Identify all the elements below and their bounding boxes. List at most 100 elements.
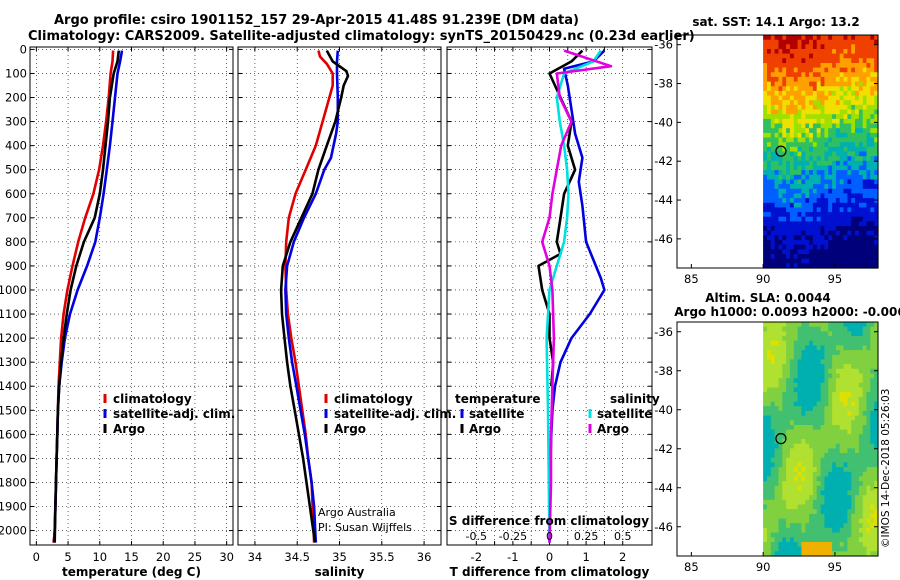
x-tick-label: 35.5 [369, 550, 395, 564]
legend-label: climatology [334, 392, 413, 406]
x-tick-label: 36 [417, 550, 432, 564]
depth-tick-label: 300 [5, 115, 27, 129]
x-tick-label: 35 [332, 550, 347, 564]
map-lon-label: 95 [828, 560, 843, 574]
depth-tick-label: 1400 [0, 379, 27, 393]
argo-position-marker [775, 145, 787, 157]
series-line-t-satellite [548, 49, 606, 543]
sst-map-title: sat. SST: 14.1 Argo: 13.2 [692, 15, 859, 29]
series-line-t-argo [537, 49, 584, 387]
depth-tick-label: 1500 [0, 403, 27, 417]
map-lat-label: -38 [654, 364, 673, 378]
legend-label: Argo [334, 422, 366, 436]
imos-timestamp: ©IMOS 14-Dec-2018 05:26:03 [880, 389, 892, 548]
sst-heatmap-cells [763, 35, 879, 269]
series-line-satellite-adj-clim- [284, 50, 340, 543]
plot-title-line-1: Argo profile: csiro 1901152_157 29-Apr-2… [54, 13, 579, 28]
argo-position-marker [775, 433, 787, 445]
depth-tick-label: 1000 [0, 283, 27, 297]
x-tick-label: -1 [507, 550, 518, 564]
legend-label: climatology [113, 392, 192, 406]
depth-tick-label: 200 [5, 91, 27, 105]
x-tick-label: -2 [471, 550, 482, 564]
depth-tick-label: 1900 [0, 500, 27, 514]
annotation-pi-name: PI: Susan Wijffels [318, 521, 412, 534]
series-line-argo [53, 50, 121, 543]
x-axis-label: T difference from climatology [450, 565, 650, 579]
plot-title-line-2: Climatology: CARS2009. Satellite-adjuste… [28, 29, 695, 44]
x-tick-label: 2 [619, 550, 626, 564]
sla-argo-heights: Argo h1000: 0.0093 h2000: -0.006 [674, 305, 900, 319]
legend-label: Argo [597, 422, 629, 436]
salinity-difference-tick-label: 0.5 [614, 530, 632, 543]
legend-title-salinity: salinity [610, 392, 660, 406]
sla-map-title: Altim. SLA: 0.0044 [705, 291, 831, 305]
depth-tick-label: 1800 [0, 475, 27, 489]
depth-tick-label: 1100 [0, 307, 27, 321]
map-lat-label: -42 [654, 154, 673, 168]
series-line-s-argo [540, 49, 613, 543]
map-lat-label: -36 [654, 38, 673, 52]
map-lat-label: -46 [654, 232, 673, 246]
x-tick-label: 10 [92, 550, 107, 564]
map-lon-label: 90 [756, 272, 771, 286]
depth-tick-label: 400 [5, 139, 27, 153]
legend-label: Argo [113, 422, 145, 436]
depth-tick-label: 700 [5, 211, 27, 225]
x-axis-label: temperature (deg C) [62, 565, 201, 579]
depth-tick-label: 1300 [0, 355, 27, 369]
sla-heatmap-cells [763, 322, 879, 557]
series-line-climatology [52, 50, 115, 543]
map-lat-label: -40 [654, 403, 673, 417]
depth-tick-label: 2000 [0, 524, 27, 538]
map-lon-label: 85 [684, 560, 699, 574]
x-tick-label: 0 [546, 550, 553, 564]
depth-tick-label: 800 [5, 235, 27, 249]
series-line-s-satellite [545, 49, 602, 543]
series-line-satellite-adj-clim- [52, 50, 124, 543]
x-tick-label: 15 [124, 550, 139, 564]
x-tick-label: 34.5 [284, 550, 310, 564]
map-lat-label: -44 [654, 481, 673, 495]
legend-label: Argo [469, 422, 501, 436]
map-frame [676, 321, 879, 557]
legend-title-temperature: temperature [455, 392, 540, 406]
map-lon-label: 90 [756, 560, 771, 574]
depth-tick-label: 1600 [0, 427, 27, 441]
map-lat-label: -36 [654, 325, 673, 339]
depth-tick-label: 1200 [0, 331, 27, 345]
depth-tick-label: 600 [5, 187, 27, 201]
map-lon-label: 85 [684, 272, 699, 286]
x-tick-label: 20 [156, 550, 171, 564]
map-frame [676, 34, 879, 269]
depth-tick-label: 900 [5, 259, 27, 273]
x-axis-label: salinity [315, 565, 365, 579]
salinity-difference-tick-label: -0.5 [466, 530, 487, 543]
x-tick-label: 1 [582, 550, 589, 564]
x-tick-label: 25 [188, 550, 203, 564]
map-lat-label: -46 [654, 520, 673, 534]
legend-label: satellite-adj. clim. [334, 407, 456, 421]
map-lat-label: -40 [654, 115, 673, 129]
salinity-difference-tick-label: -0.25 [499, 530, 527, 543]
depth-tick-label: 500 [5, 163, 27, 177]
salinity-difference-tick-label: 0 [546, 530, 553, 543]
depth-tick-label: 1700 [0, 451, 27, 465]
map-lon-label: 95 [828, 272, 843, 286]
salinity-difference-tick-label: 0.25 [574, 530, 599, 543]
salinity-difference-axis-label: S difference from climatology [449, 514, 649, 528]
map-lat-label: -44 [654, 193, 673, 207]
series-line-argo [279, 49, 350, 543]
legend-label: satellite-adj. clim. [113, 407, 235, 421]
x-tick-label: 34 [248, 550, 263, 564]
depth-tick-label: 0 [20, 42, 27, 56]
x-tick-label: 0 [33, 550, 40, 564]
x-tick-label: 30 [219, 550, 234, 564]
legend-label: satellite [469, 407, 524, 421]
depth-tick-label: 100 [5, 66, 27, 80]
annotation-argo-australia: Argo Australia [318, 506, 396, 519]
series-line-climatology [284, 50, 335, 543]
legend-label: satellite [597, 407, 652, 421]
map-lat-label: -38 [654, 77, 673, 91]
